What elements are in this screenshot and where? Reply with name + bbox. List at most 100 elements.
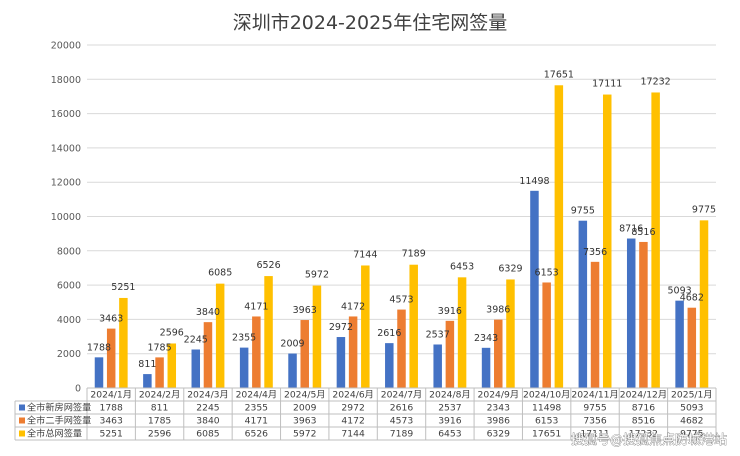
- bar: [481, 347, 491, 388]
- bar: [143, 374, 152, 388]
- data-label: 3916: [438, 306, 462, 317]
- data-label: 2537: [426, 329, 450, 340]
- data-label: 5251: [111, 282, 135, 293]
- table-cell-value: 1788: [99, 403, 123, 414]
- x-category-label: 2024/12月: [620, 390, 667, 401]
- data-label: 3963: [293, 305, 317, 316]
- data-label: 17651: [544, 69, 574, 80]
- table-cell-value: 3916: [438, 416, 462, 427]
- data-labels: 1788 811 2245 2355 2009 2972 2616 2537 2343 11498…: [87, 69, 716, 370]
- table-cell-value: 2009: [293, 403, 317, 414]
- table-cell-value: 6085: [196, 429, 220, 440]
- bar: [252, 316, 261, 388]
- bar: [239, 347, 249, 388]
- data-label: 6329: [498, 263, 522, 274]
- bar: [336, 337, 346, 388]
- table-cell-value: 6153: [535, 416, 559, 427]
- legend-label: 全市新房网签量: [27, 402, 91, 414]
- bar: [288, 353, 297, 388]
- table-cell-value: 5251: [99, 429, 122, 440]
- data-label: 5972: [305, 270, 329, 281]
- bar: [361, 265, 370, 388]
- bar: [578, 220, 588, 388]
- bar: [687, 307, 697, 388]
- table-cell-value: 7144: [341, 429, 365, 440]
- bar: [385, 343, 394, 388]
- table-cell-value: 3986: [487, 416, 511, 427]
- bar: [203, 322, 213, 388]
- bar: [119, 297, 128, 388]
- bar: [106, 328, 116, 388]
- data-label: 3986: [486, 305, 510, 316]
- data-label: 811: [138, 359, 156, 370]
- bar: [494, 319, 503, 388]
- data-label: 17232: [641, 76, 671, 87]
- y-tick-label: 6000: [57, 281, 81, 292]
- x-category-label: 2024/5月: [284, 390, 326, 401]
- data-label: 1785: [147, 342, 171, 353]
- x-category-label: 2024/11月: [571, 390, 618, 401]
- data-label: 2245: [184, 334, 208, 345]
- data-label: 6453: [450, 261, 474, 272]
- table-cell-value: 17232: [629, 429, 658, 440]
- x-category-label: 2024/4月: [236, 390, 278, 401]
- table-cell-value: 8716: [632, 403, 656, 414]
- x-category-label: 2024/7月: [381, 390, 423, 401]
- table-cell-value: 4573: [390, 416, 414, 427]
- table-cell-value: 2616: [390, 403, 414, 414]
- bar: [312, 285, 322, 388]
- bar: [191, 349, 201, 388]
- bar: [433, 344, 442, 388]
- y-tick-label: 16000: [51, 109, 81, 120]
- legend-label: 全市总网签量: [27, 428, 82, 440]
- table-cell-value: 17111: [580, 429, 609, 440]
- table-cell-value: 811: [151, 403, 169, 414]
- bar: [264, 276, 273, 388]
- y-tick-label: 8000: [57, 246, 81, 257]
- y-axis: 0 2000 4000 6000 8000 10000 12000 14000 16000 180…: [51, 41, 81, 395]
- table-cell-value: 2343: [487, 403, 511, 414]
- table-cell-value: 4172: [341, 416, 364, 427]
- table-cell-value: 11498: [532, 403, 561, 414]
- y-tick-label: 2000: [57, 349, 81, 360]
- table-cell-value: 6329: [487, 429, 511, 440]
- table-cell-value: 3963: [293, 416, 317, 427]
- bar: [457, 277, 467, 388]
- data-label: 2009: [280, 339, 304, 350]
- x-category-label: 2024/6月: [332, 390, 374, 401]
- bar: [409, 264, 418, 388]
- bar: [397, 309, 406, 388]
- table-cell-value: 7189: [390, 429, 414, 440]
- bar: [155, 357, 164, 388]
- data-label: 2596: [160, 327, 184, 338]
- bar: [94, 357, 104, 388]
- table-cell-value: 2596: [148, 429, 172, 440]
- bar: [445, 320, 455, 388]
- y-tick-label: 20000: [51, 41, 81, 52]
- y-tick-label: 14000: [51, 143, 81, 154]
- data-label: 7144: [353, 249, 377, 260]
- table-cell-value: 8516: [632, 416, 656, 427]
- data-label: 9755: [571, 206, 595, 217]
- watermark: 搜狐号@搜狐焦点防城港站: [571, 432, 727, 448]
- chart-title: 深圳市2024-2025年住宅网签量: [233, 12, 508, 34]
- y-tick-label: 0: [75, 384, 81, 395]
- bar: [651, 92, 660, 389]
- x-category-label: 2024/8月: [429, 390, 471, 401]
- bar: [542, 282, 551, 388]
- data-label: 3840: [196, 307, 220, 318]
- table-cell-value: 9755: [583, 403, 607, 414]
- data-label: 3463: [99, 314, 123, 325]
- bar: [215, 283, 225, 388]
- bar: [590, 261, 600, 388]
- bars: [94, 85, 709, 389]
- y-tick-label: 4000: [57, 315, 81, 326]
- data-label: 4171: [244, 301, 268, 312]
- data-label: 4573: [389, 295, 413, 306]
- x-category-label: 2024/3月: [187, 390, 229, 401]
- bar: [639, 241, 648, 388]
- table-cell-value: 9775: [680, 429, 704, 440]
- bar: [554, 85, 564, 389]
- bar: [167, 343, 177, 388]
